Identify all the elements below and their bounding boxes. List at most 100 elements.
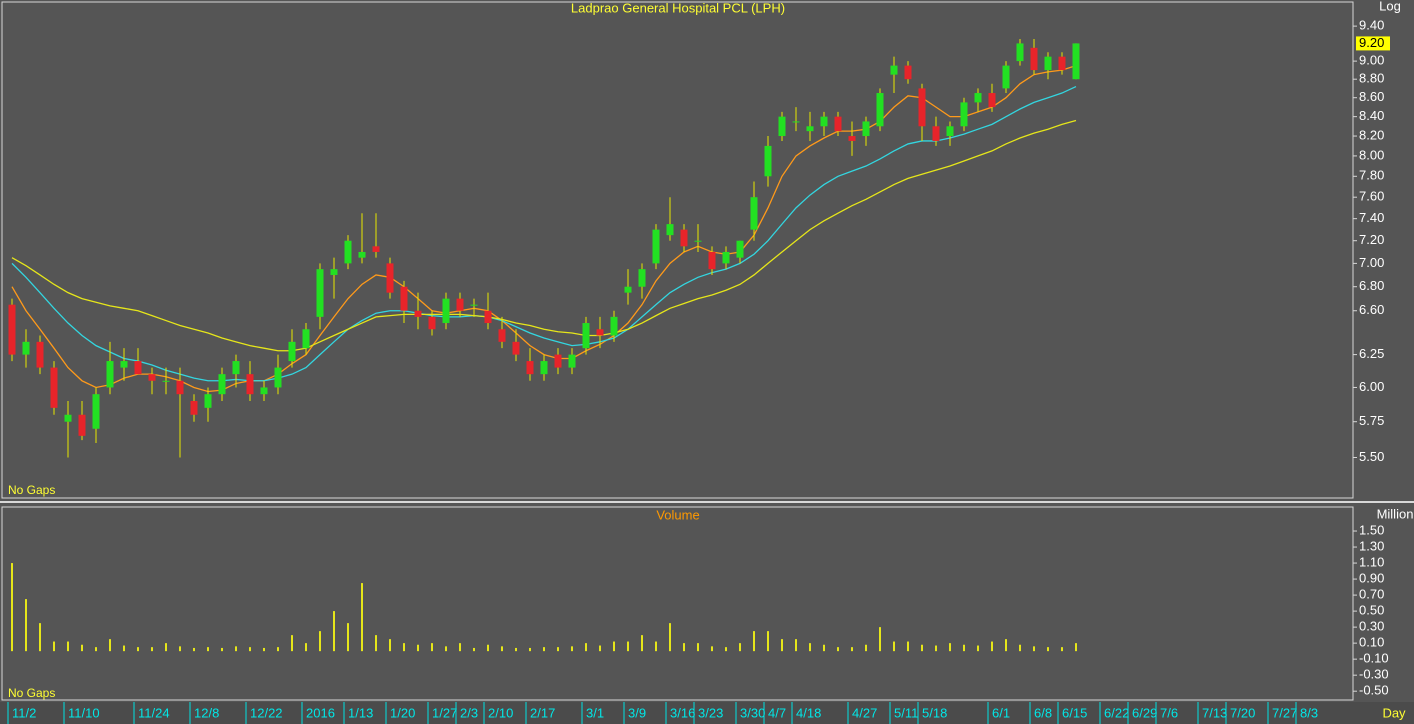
volume-bar (193, 647, 195, 652)
candle-body (792, 121, 800, 123)
x-tick-label: 2/17 (530, 705, 555, 720)
candle-body (232, 361, 240, 375)
volume-bar (669, 623, 671, 652)
volume-bar (697, 643, 699, 652)
candle-body (498, 329, 506, 342)
last-price-label: 9.20 (1359, 35, 1384, 50)
candle-body (1072, 43, 1080, 80)
candle-body (750, 197, 758, 230)
volume-bar (991, 641, 993, 652)
candle-body (1016, 43, 1024, 62)
candle-body (708, 251, 716, 270)
x-tick-label: 3/30 (740, 705, 765, 720)
volume-bar (81, 644, 83, 652)
x-tick-label: 11/10 (68, 705, 100, 720)
volume-bar (445, 646, 447, 652)
volume-bar (249, 647, 251, 652)
y-tick-label: 9.40 (1359, 18, 1384, 33)
x-tick-label: 3/1 (586, 705, 604, 720)
y-tick-label: -0.10 (1359, 651, 1389, 666)
candle-body (974, 93, 982, 103)
volume-bar (95, 647, 97, 652)
candle-body (428, 316, 436, 330)
volume-bar (501, 646, 503, 652)
x-axis-strip (0, 702, 1414, 724)
volume-bar (53, 641, 55, 652)
y-tick-label: -0.50 (1359, 683, 1389, 698)
candle-body (204, 394, 212, 408)
candle-body (78, 414, 86, 436)
volume-bar (487, 644, 489, 652)
candle-body (890, 65, 898, 75)
moving-average (11, 119, 1077, 352)
x-tick-label: 2/3 (460, 705, 478, 720)
y-tick-label: 7.60 (1359, 189, 1384, 204)
moving-average (11, 85, 1077, 382)
y-tick-label: 8.00 (1359, 147, 1384, 162)
candle-body (1044, 56, 1052, 71)
note: No Gaps (8, 483, 55, 497)
volume-bar (809, 643, 811, 652)
y-tick-label: 0.70 (1359, 587, 1384, 602)
volume-bar (431, 643, 433, 652)
candle-body (540, 361, 548, 375)
volume-bar (1075, 643, 1077, 652)
candle-body (806, 126, 814, 132)
x-tick-label: 6/8 (1034, 705, 1052, 720)
candle-body (246, 374, 254, 395)
candle-body (456, 298, 464, 311)
volume-bar (473, 647, 475, 652)
volume-bar (1061, 647, 1063, 652)
candle-body (694, 240, 702, 242)
volume-bar (543, 647, 545, 652)
volume-bar (599, 645, 601, 652)
candle-body (638, 269, 646, 287)
volume-bar (739, 643, 741, 652)
candle-body (932, 126, 940, 141)
candle-body (414, 310, 422, 317)
candle-body (106, 361, 114, 388)
volume-bar (1019, 644, 1021, 652)
volume-bar (641, 635, 643, 652)
candle-body (274, 367, 282, 388)
volume-bar (823, 644, 825, 652)
volume-bar (627, 641, 629, 652)
x-tick-label: 6/1 (992, 705, 1010, 720)
candle-body (386, 263, 394, 293)
last-price-box (1356, 36, 1390, 51)
volume-bar (1005, 639, 1007, 652)
x-tick-label: 5/18 (922, 705, 947, 720)
x-tick-label: 4/18 (796, 705, 821, 720)
candle-body (8, 304, 16, 355)
volume-bar (375, 635, 377, 652)
volume-bar (683, 643, 685, 652)
candle-body (876, 93, 884, 127)
candle-body (862, 121, 870, 137)
volume-bar (165, 643, 167, 652)
candle-body (1002, 65, 1010, 89)
candle-body (904, 65, 912, 80)
volume-bar (1033, 646, 1035, 652)
x-unit: Day (1382, 705, 1406, 720)
candle-body (22, 341, 30, 355)
candle-body (848, 136, 856, 141)
volume-bar (39, 623, 41, 652)
volume-bar (935, 645, 937, 652)
x-tick-label: 7/27 (1272, 705, 1297, 720)
candle-body (582, 323, 590, 349)
candle-body (64, 414, 72, 422)
y-tick-label: 0.10 (1359, 635, 1384, 650)
volume-bar (795, 639, 797, 652)
candle-body (666, 224, 674, 236)
candle-body (344, 240, 352, 264)
volume-bar (389, 639, 391, 652)
volume-bar (333, 611, 335, 652)
candle-body (512, 341, 520, 355)
y-tick-label: 6.80 (1359, 278, 1384, 293)
y-tick-label: 0.50 (1359, 603, 1384, 618)
x-tick-label: 7/20 (1230, 705, 1255, 720)
y-tick-label: 9.00 (1359, 53, 1384, 68)
volume-bar (837, 647, 839, 652)
y-tick-label: 8.40 (1359, 108, 1384, 123)
